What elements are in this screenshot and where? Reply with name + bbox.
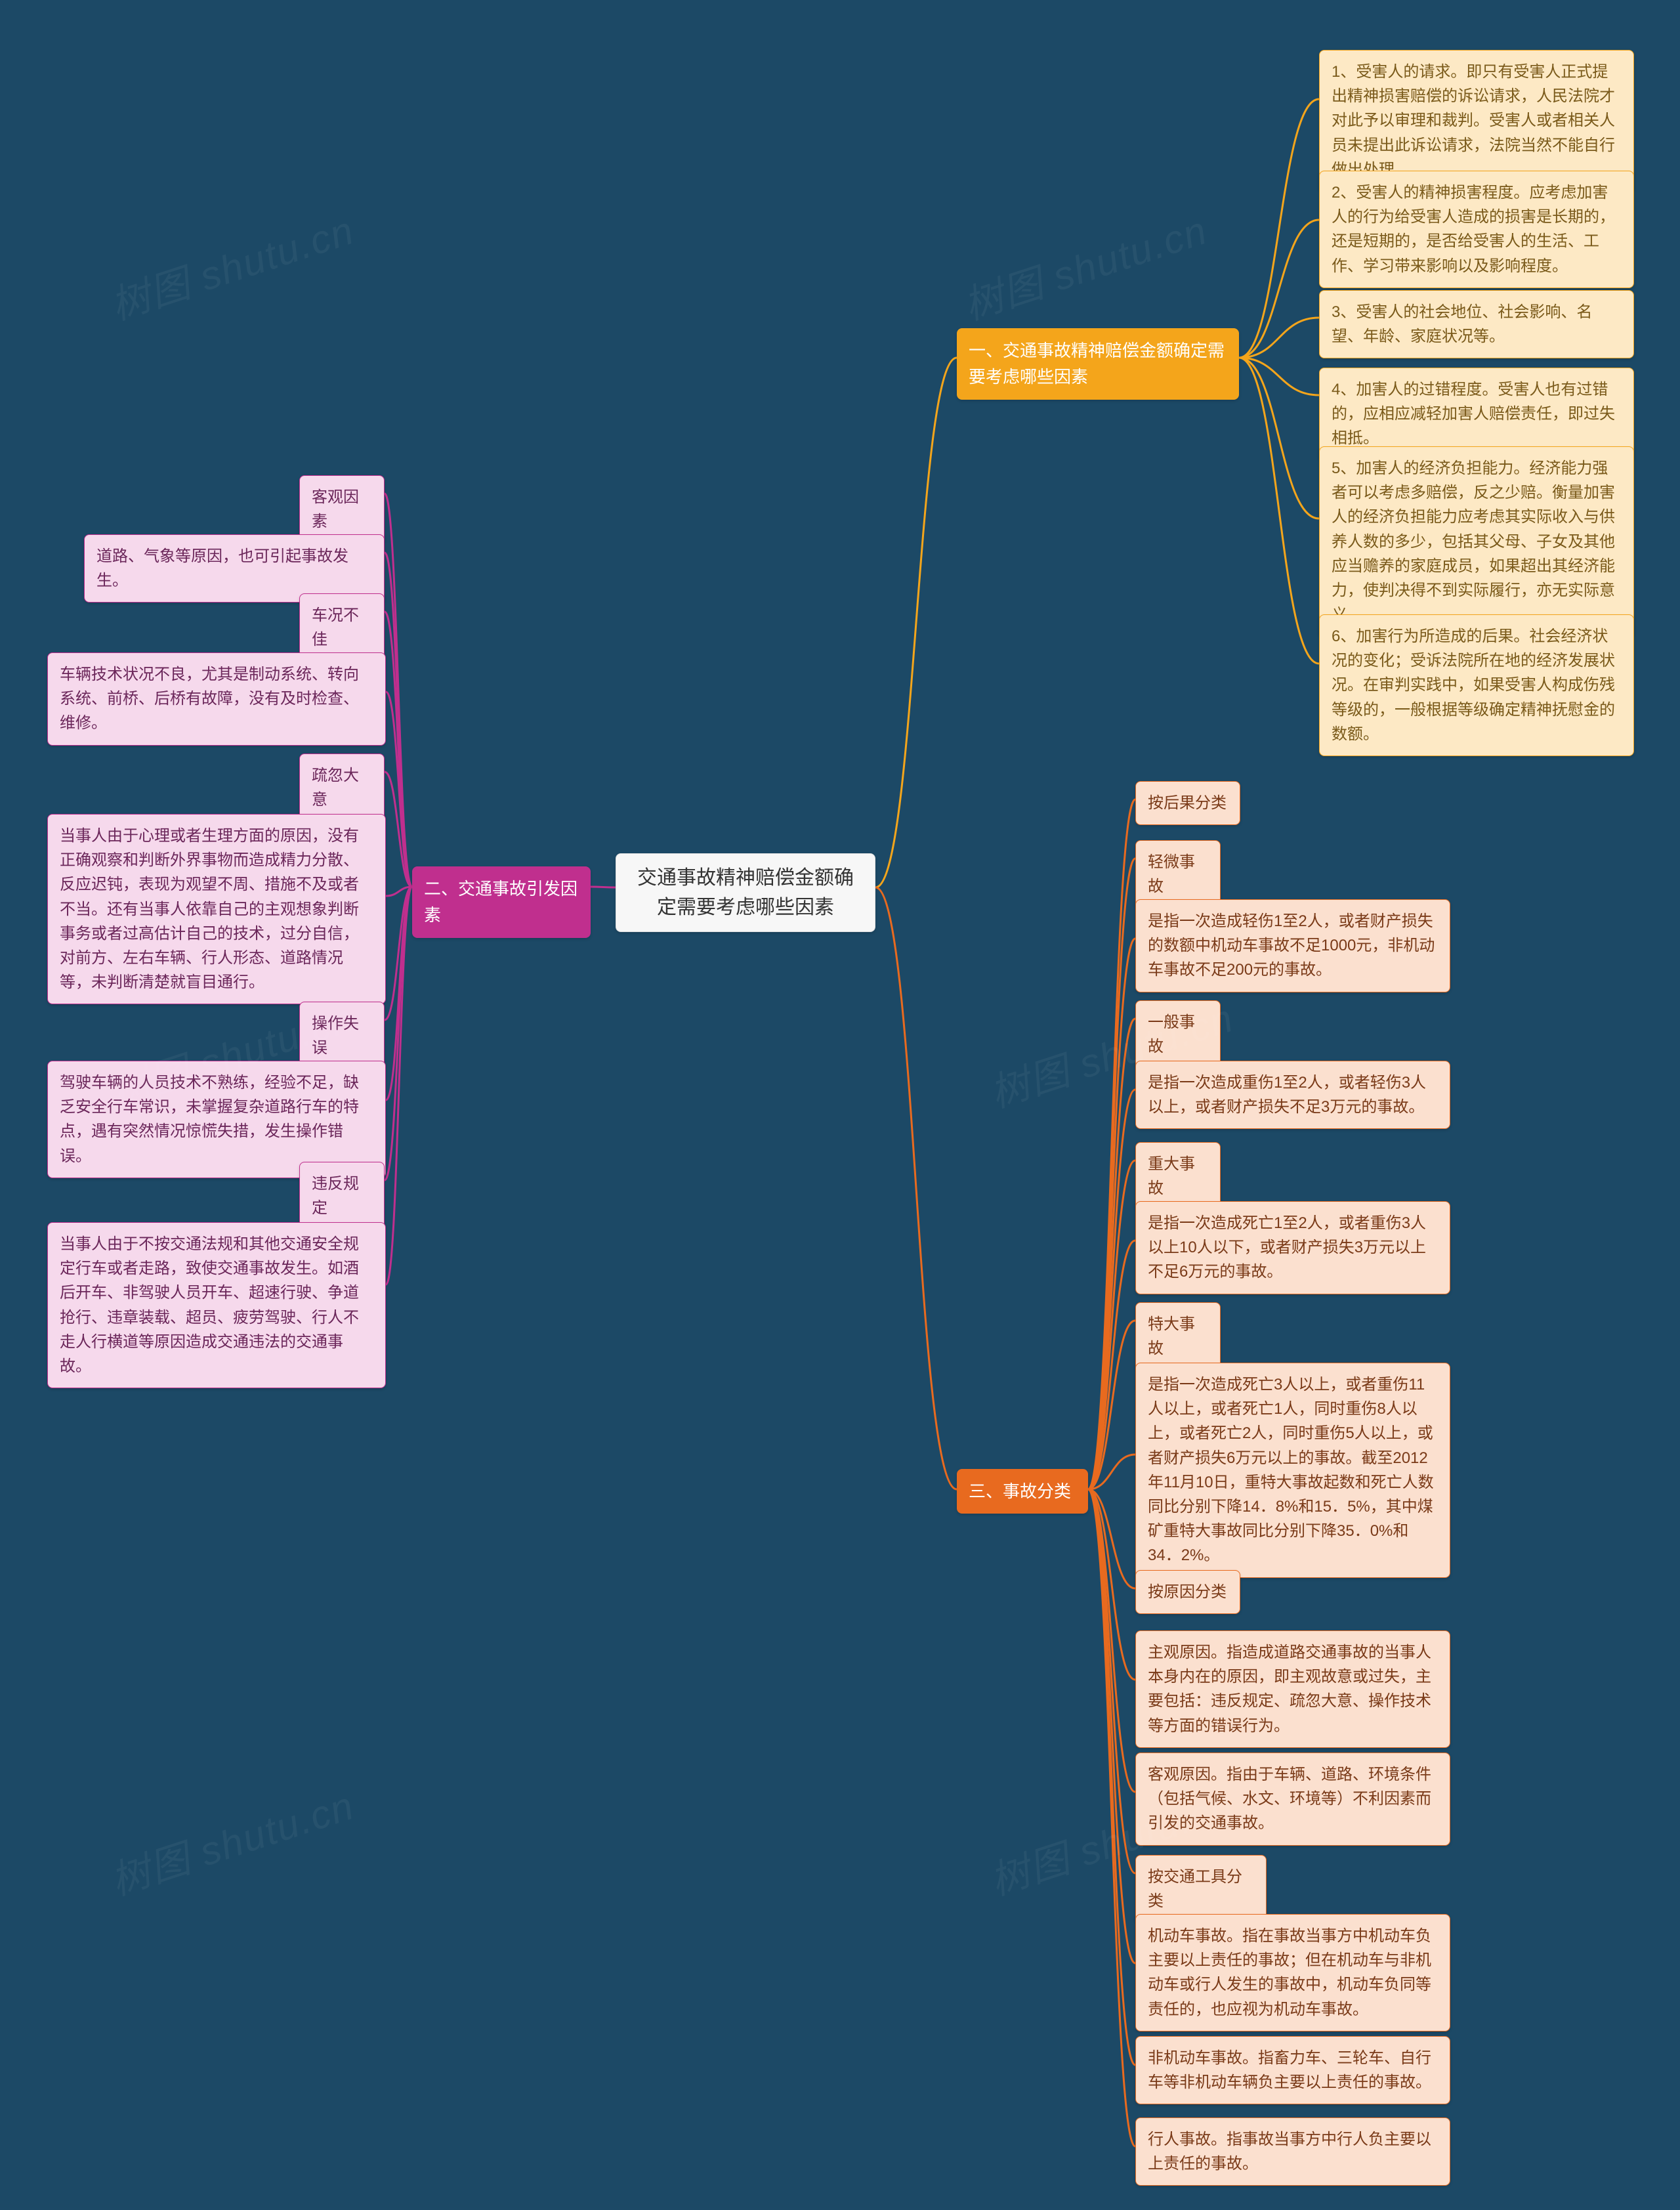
- leaf-b3-0: 按后果分类: [1135, 781, 1240, 825]
- leaf-b3-4: 是指一次造成重伤1至2人，或者轻伤3人以上，或者财产损失不足3万元的事故。: [1135, 1061, 1450, 1129]
- watermark: 树图 shutu.cn: [102, 1774, 361, 1907]
- leaf-b1-1: 2、受害人的精神损害程度。应考虑加害人的行为给受害人造成的损害是长期的，还是短期…: [1319, 171, 1634, 288]
- leaf-b2-6: 操作失误: [299, 1002, 385, 1070]
- watermark: 树图 shutu.cn: [102, 199, 361, 331]
- branch-b1: 一、交通事故精神赔偿金额确定需要考虑哪些因素: [957, 328, 1239, 400]
- leaf-b3-5: 重大事故: [1135, 1142, 1221, 1210]
- leaf-b2-2: 车况不佳: [299, 593, 385, 662]
- leaf-b2-5: 当事人由于心理或者生理方面的原因，没有正确观察和判断外界事物而造成精力分散、反应…: [47, 814, 386, 1004]
- leaf-b2-9: 当事人由于不按交通法规和其他交通安全规定行车或者走路，致使交通事故发生。如酒后开…: [47, 1222, 386, 1388]
- leaf-b2-0: 客观因素: [299, 475, 385, 543]
- leaf-b3-3: 一般事故: [1135, 1000, 1221, 1069]
- leaf-b2-4: 疏忽大意: [299, 754, 385, 822]
- leaf-b2-8: 违反规定: [299, 1162, 385, 1230]
- leaf-b3-10: 主观原因。指造成道路交通事故的当事人本身内在的原因，即主观故意或过失，主要包括：…: [1135, 1630, 1450, 1748]
- leaf-b2-3: 车辆技术状况不良，尤其是制动系统、转向系统、前桥、后桥有故障，没有及时检查、维修…: [47, 652, 386, 746]
- leaf-b2-1: 道路、气象等原因，也可引起事故发生。: [84, 534, 385, 603]
- branch-b3: 三、事故分类: [957, 1469, 1088, 1514]
- center-node: 交通事故精神赔偿金额确定需要考虑哪些因素: [616, 853, 875, 932]
- leaf-b3-13: 机动车事故。指在事故当事方中机动车负主要以上责任的事故；但在机动车与非机动车或行…: [1135, 1914, 1450, 2031]
- leaf-b1-5: 6、加害行为所造成的后果。社会经济状况的变化；受诉法院所在地的经济发展状况。在审…: [1319, 614, 1634, 756]
- watermark: 树图 shutu.cn: [956, 199, 1214, 331]
- leaf-b3-15: 行人事故。指事故当事方中行人负主要以上责任的事故。: [1135, 2117, 1450, 2186]
- leaf-b3-2: 是指一次造成轻伤1至2人，或者财产损失的数额中机动车事故不足1000元，非机动车…: [1135, 899, 1450, 992]
- leaf-b3-7: 特大事故: [1135, 1302, 1221, 1371]
- mindmap-canvas: 交通事故精神赔偿金额确定需要考虑哪些因素 一、交通事故精神赔偿金额确定需要考虑哪些…: [0, 0, 1680, 2210]
- leaf-b1-4: 5、加害人的经济负担能力。经济能力强者可以考虑多赔偿，反之少赔。衡量加害人的经济…: [1319, 446, 1634, 637]
- leaf-b3-14: 非机动车事故。指畜力车、三轮车、自行车等非机动车辆负主要以上责任的事故。: [1135, 2036, 1450, 2104]
- leaf-b1-2: 3、受害人的社会地位、社会影响、名望、年龄、家庭状况等。: [1319, 290, 1634, 358]
- branch-b2: 二、交通事故引发因素: [412, 866, 591, 938]
- leaf-b3-12: 按交通工具分类: [1135, 1855, 1267, 1923]
- leaf-b2-7: 驾驶车辆的人员技术不熟练，经验不足，缺乏安全行车常识，未掌握复杂道路行车的特点，…: [47, 1061, 386, 1178]
- leaf-b3-6: 是指一次造成死亡1至2人，或者重伤3人以上10人以下，或者财产损失3万元以上不足…: [1135, 1201, 1450, 1294]
- leaf-b3-9: 按原因分类: [1135, 1570, 1240, 1614]
- leaf-b3-1: 轻微事故: [1135, 840, 1221, 908]
- leaf-b3-8: 是指一次造成死亡3人以上，或者重伤11人以上，或者死亡1人，同时重伤8人以上，或…: [1135, 1363, 1450, 1578]
- leaf-b3-11: 客观原因。指由于车辆、道路、环境条件（包括气候、水文、环境等）不利因素而引发的交…: [1135, 1753, 1450, 1846]
